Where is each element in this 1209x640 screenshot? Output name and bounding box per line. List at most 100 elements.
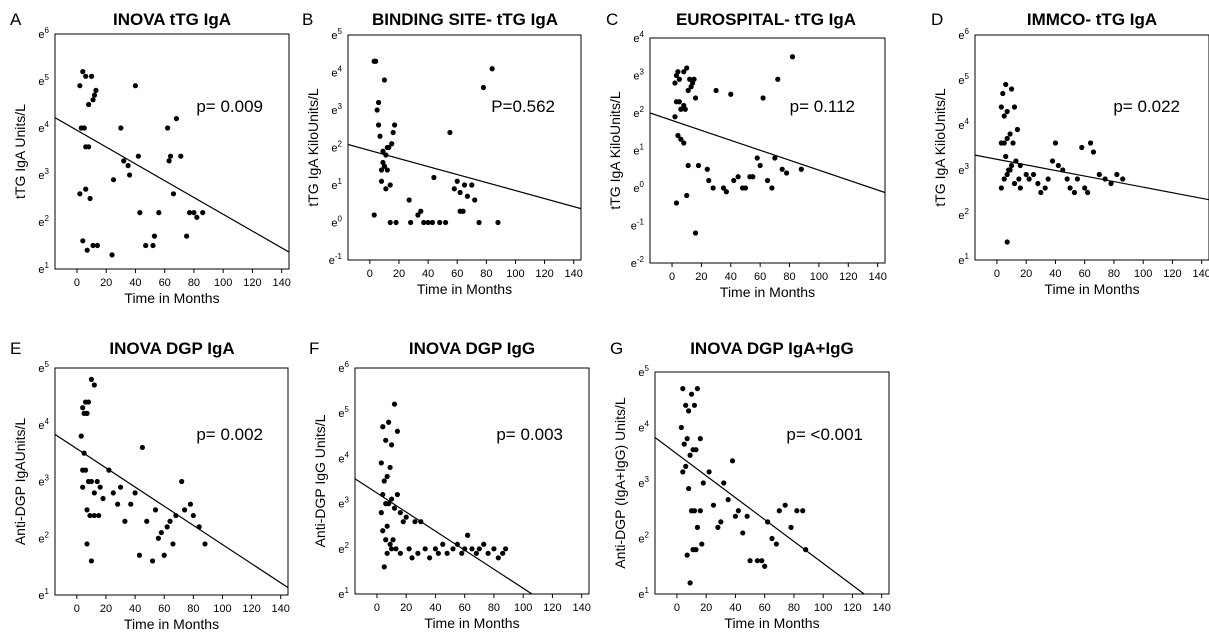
data-point [1014,126,1021,133]
data-point [388,442,395,448]
data-point [1003,81,1009,88]
data-point [684,65,690,71]
data-point [683,463,689,469]
data-point [1064,176,1070,182]
data-point [481,541,487,547]
data-point [697,508,703,514]
data-point [96,512,102,519]
data-point [762,563,768,569]
data-point [91,382,97,388]
data-point [723,189,729,195]
data-point [735,174,741,180]
data-point [476,219,482,226]
data-point [383,437,389,443]
data-point [83,186,89,192]
data-point [692,230,699,236]
data-point [1090,149,1097,155]
data-point [80,69,86,75]
data-point [88,376,95,382]
panel-d: D IMMCO- tTG IgA p= 0.022 0 20 40 60 80 100 120 14… [931,10,1209,297]
x-tick-label: 140 [272,603,290,615]
panel-title: INOVA DGP IgA+IgG [690,339,854,358]
y-tick-label: e2 [638,531,649,546]
x-tick-label: 120 [843,602,861,614]
y-tick-label: e4 [331,65,342,80]
y-tick-label: e1 [958,252,969,267]
y-tick-label: e2 [633,105,644,120]
data-point [503,546,509,552]
regression-line [975,154,1209,201]
data-point [735,508,741,514]
data-point [418,208,424,214]
data-point [186,210,193,216]
y-tick-label: e2 [38,214,49,229]
p-value: P=0.562 [491,97,555,116]
y-tick-label: e1 [38,261,49,276]
panel-c: C EUROSPITAL- tTG IgA p= 0.112 0 20 40 60 80 100… [606,10,887,300]
x-tick-label: 0 [74,603,80,615]
data-point [431,174,437,181]
x-tick-label: 120 [535,268,553,280]
data-point [387,219,393,226]
regression-line [650,112,885,194]
y-tick-label: e1 [331,177,342,192]
plot-frame [354,367,590,595]
x-tick-label: 60 [158,603,170,615]
data-point [691,508,698,514]
x-tick-label: 120 [839,271,857,283]
data-point [1013,158,1019,164]
data-point [681,140,687,146]
p-value: p= 0.009 [196,97,263,116]
data-point [156,210,162,216]
y-tick-label: e0 [331,215,342,230]
data-point [390,537,396,543]
data-point [442,219,449,226]
x-tick-label: 80 [188,277,200,289]
data-point [393,219,399,226]
data-point [91,490,97,496]
data-point [798,166,804,172]
data-point [383,186,389,192]
y-tick-label: e-2 [631,255,645,270]
y-tick-label: e1 [38,587,49,602]
y-tick-label: e5 [958,72,969,87]
data-point [1001,176,1007,182]
data-point [406,197,412,203]
x-tick-label: 20 [695,271,707,283]
data-point [687,580,693,586]
data-point [788,524,794,531]
data-point [1055,162,1061,169]
y-axis-label: tTG IgA KiloUnits/L [305,88,321,206]
data-point [440,541,446,547]
data-point [194,214,200,220]
panel-letter: F [309,339,319,358]
data-point [457,189,463,196]
data-point [85,399,92,405]
data-point [139,444,145,451]
data-point [144,518,150,524]
data-point [151,233,158,239]
x-tick-label: 60 [754,271,766,283]
data-point [704,166,710,172]
data-point [682,106,688,112]
data-point [695,162,702,169]
data-point [998,104,1004,110]
data-point [375,99,382,106]
data-point [459,550,465,556]
x-tick-label: 80 [488,602,500,614]
data-point [676,99,682,105]
data-point [1004,108,1010,115]
data-point [461,182,468,188]
data-point [1007,167,1013,173]
panel-g: G INOVA DGP IgA+IgG p= <0.001 0 20 40 60 80 100 1… [610,339,891,631]
data-point [106,467,112,473]
data-point [1030,171,1037,178]
data-point [397,550,403,556]
data-point [720,185,727,191]
panel-letter: G [610,339,623,358]
data-point [384,550,390,556]
data-point [1001,140,1007,146]
panel-letter: D [931,10,943,29]
y-tick-label: e4 [633,30,644,45]
data-point [1016,176,1022,182]
